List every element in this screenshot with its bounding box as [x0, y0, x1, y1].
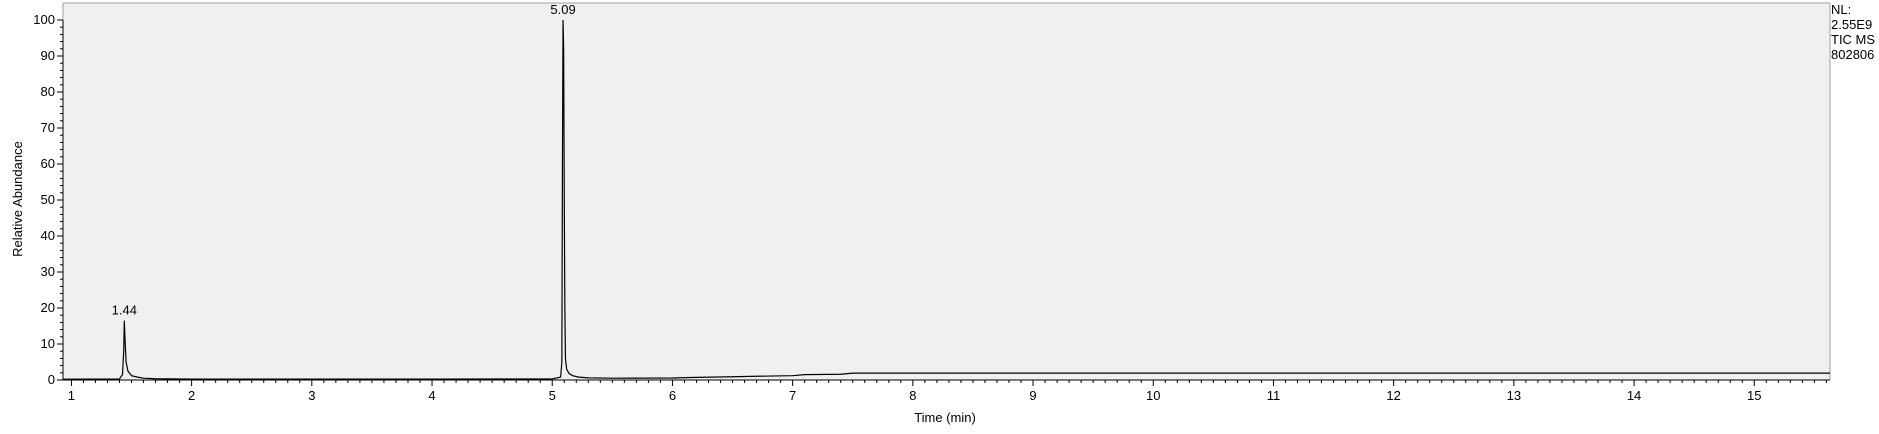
x-axis-title: Time (min)	[914, 410, 976, 425]
y-tick-label: 20	[41, 300, 55, 315]
x-tick-label: 10	[1146, 388, 1160, 403]
y-tick-label: 0	[48, 372, 55, 387]
y-tick-label: 10	[41, 336, 55, 351]
peak-label: 5.09	[550, 2, 575, 17]
x-tick-label: 1	[68, 388, 75, 403]
y-axis-title: Relative Abundance	[10, 141, 25, 257]
y-tick-label: 60	[41, 156, 55, 171]
x-tick-label: 15	[1747, 388, 1761, 403]
y-tick-label: 40	[41, 228, 55, 243]
y-tick-label: 100	[33, 12, 55, 27]
x-tick-label: 14	[1627, 388, 1641, 403]
x-tick-label: 5	[549, 388, 556, 403]
y-axis: 0 10 20 30 40 50 60 70 80 90 100	[33, 12, 64, 387]
x-tick-label: 3	[308, 388, 315, 403]
info-line-id: 802806	[1831, 47, 1875, 62]
info-block: NL: 2.55E9 TIC MS 802806	[1831, 2, 1875, 62]
x-tick-label: 12	[1386, 388, 1400, 403]
y-tick-label: 70	[41, 120, 55, 135]
x-tick-label: 8	[909, 388, 916, 403]
plot-area	[62, 2, 1831, 381]
peak-label: 1.44	[112, 303, 137, 318]
info-line-nl: NL:	[1831, 2, 1852, 17]
series-line	[62, 19, 1830, 380]
y-tick-label: 30	[41, 264, 55, 279]
x-tick-label: 11	[1267, 388, 1281, 403]
x-tick-label: 2	[188, 388, 195, 403]
info-line-value: 2.55E9	[1831, 17, 1873, 32]
x-tick-label: 7	[789, 388, 796, 403]
y-tick-label: 90	[41, 48, 55, 63]
x-tick-label: 6	[669, 388, 676, 403]
y-tick-label: 80	[41, 84, 55, 99]
x-tick-label: 4	[428, 388, 435, 403]
info-line-scan: TIC MS	[1831, 32, 1876, 47]
x-tick-label: 9	[1029, 388, 1036, 403]
x-axis: 1 2 3 4 5 6 7 8 9 10 11 12 13 14 15	[63, 379, 1830, 403]
peak-labels: 1.44 5.09	[112, 2, 576, 318]
x-tick-label: 13	[1507, 388, 1521, 403]
y-tick-label: 50	[41, 192, 55, 207]
